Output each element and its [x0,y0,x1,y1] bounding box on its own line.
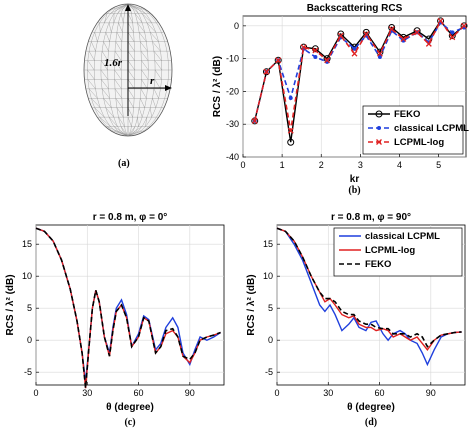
chart-c: 0 30 60 90 -5 0 5 10 15 r = 0.8 m, φ = 0° θ (degre… [5,212,225,428]
legend-entry: LCPML-log [365,245,415,256]
x-axis-label: θ (degree) [106,402,154,413]
y-tick-label: -30 [226,119,239,129]
data-point [414,29,421,36]
data-point [449,34,456,41]
y-tick-label: 5 [27,303,32,313]
x-tick-label: 2 [319,160,324,170]
y-tick-label: -40 [226,152,239,162]
series-line-lcpml-log [253,19,465,131]
x-tick-label: 4 [397,160,402,170]
y-tick-label: -5 [265,367,273,377]
x-tick-label: 0 [240,160,245,170]
legend-entry: LCPML-log [394,137,444,148]
y-axis-label: RCS / λ² (dB) [5,274,16,335]
data-point [263,68,270,75]
chart-title: r = 0.8 m, φ = 0° [93,212,168,223]
data-point [461,22,468,29]
caption-d: (d) [365,417,377,428]
height-arrowhead [125,4,131,11]
x-tick-label: 5 [436,160,441,170]
y-tick-label: 5 [268,303,273,313]
height-label: 1.6r [104,57,123,69]
data-point [274,56,282,64]
x-axis-label: kr [350,174,360,185]
data-point [351,50,358,57]
x-tick-label: 30 [323,388,333,398]
chart-title: r = 0.8 m, φ = 90° [331,212,411,223]
data-point [352,46,357,51]
x-tick-label: 1 [280,160,285,170]
data-point [287,127,294,134]
y-tick-label: 0 [234,21,239,31]
data-point [313,54,318,59]
y-tick-label: -5 [24,367,32,377]
x-axis-label: θ (degree) [347,402,395,413]
x-tick-label: 90 [185,388,195,398]
data-point [388,26,395,33]
x-tick-label: 30 [82,388,92,398]
legend-entry: classical LCPML [365,231,440,242]
data-point [363,31,370,37]
data-point [377,54,382,59]
legend-entry: FEKO [365,259,391,270]
y-tick-label: -10 [226,54,239,64]
x-tick-label: 0 [33,388,38,398]
data-point [262,68,270,76]
chart-title: Backscattering RCS [307,3,403,14]
legend: classical LCPML LCPML-log FEKO [333,227,463,277]
data-point [376,50,383,57]
data-point [287,138,295,146]
chart-d: 0 30 60 90 -5 0 5 10 15 r = 0.8 m, φ = 90° θ (degr… [246,212,466,428]
caption-a: (a) [118,158,130,169]
x-tick-label: 90 [426,388,436,398]
data-point [312,47,319,54]
data-point [450,30,455,35]
caption-c: (c) [124,417,135,428]
x-tick-label: 0 [274,388,279,398]
data-point [300,44,307,51]
y-tick-label: 15 [22,239,32,249]
y-tick-label: 10 [22,271,32,281]
y-axis-label: RCS / λ² (dB) [212,56,223,117]
legend-entry: FEKO [394,109,420,120]
data-point [251,117,258,124]
data-point [400,35,407,42]
ellipsoid-diagram: 1.6r r (a) [83,3,173,169]
x-tick-label: 3 [358,160,363,170]
data-point [275,57,282,64]
data-point [337,32,344,39]
data-point [437,17,444,24]
y-tick-label: 10 [263,271,273,281]
y-tick-label: 15 [263,239,273,249]
y-axis-label: RCS / λ² (dB) [246,274,257,335]
radius-arrowhead [165,85,172,91]
radius-label: r [150,75,155,87]
data-point [324,57,331,64]
data-point [288,95,293,100]
series-line-classical-lcpml [276,227,462,367]
chart-b: 0 1 2 3 4 5 -40 -30 -20 -10 0 Backscattering RCS kr R… [212,3,469,196]
y-tick-label: 0 [27,335,32,345]
series-line-feko [35,227,221,389]
caption-b: (b) [348,185,360,196]
data-point [425,40,432,47]
y-tick-label: -20 [226,86,239,96]
x-tick-label: 60 [134,388,144,398]
legend-entry: classical LCPML [394,123,469,134]
plot-area [35,224,225,386]
series-line-feko [276,227,462,348]
y-tick-label: 0 [268,335,273,345]
legend: FEKO classical LCPML LCPML-log [362,105,469,155]
x-tick-label: 60 [375,388,385,398]
